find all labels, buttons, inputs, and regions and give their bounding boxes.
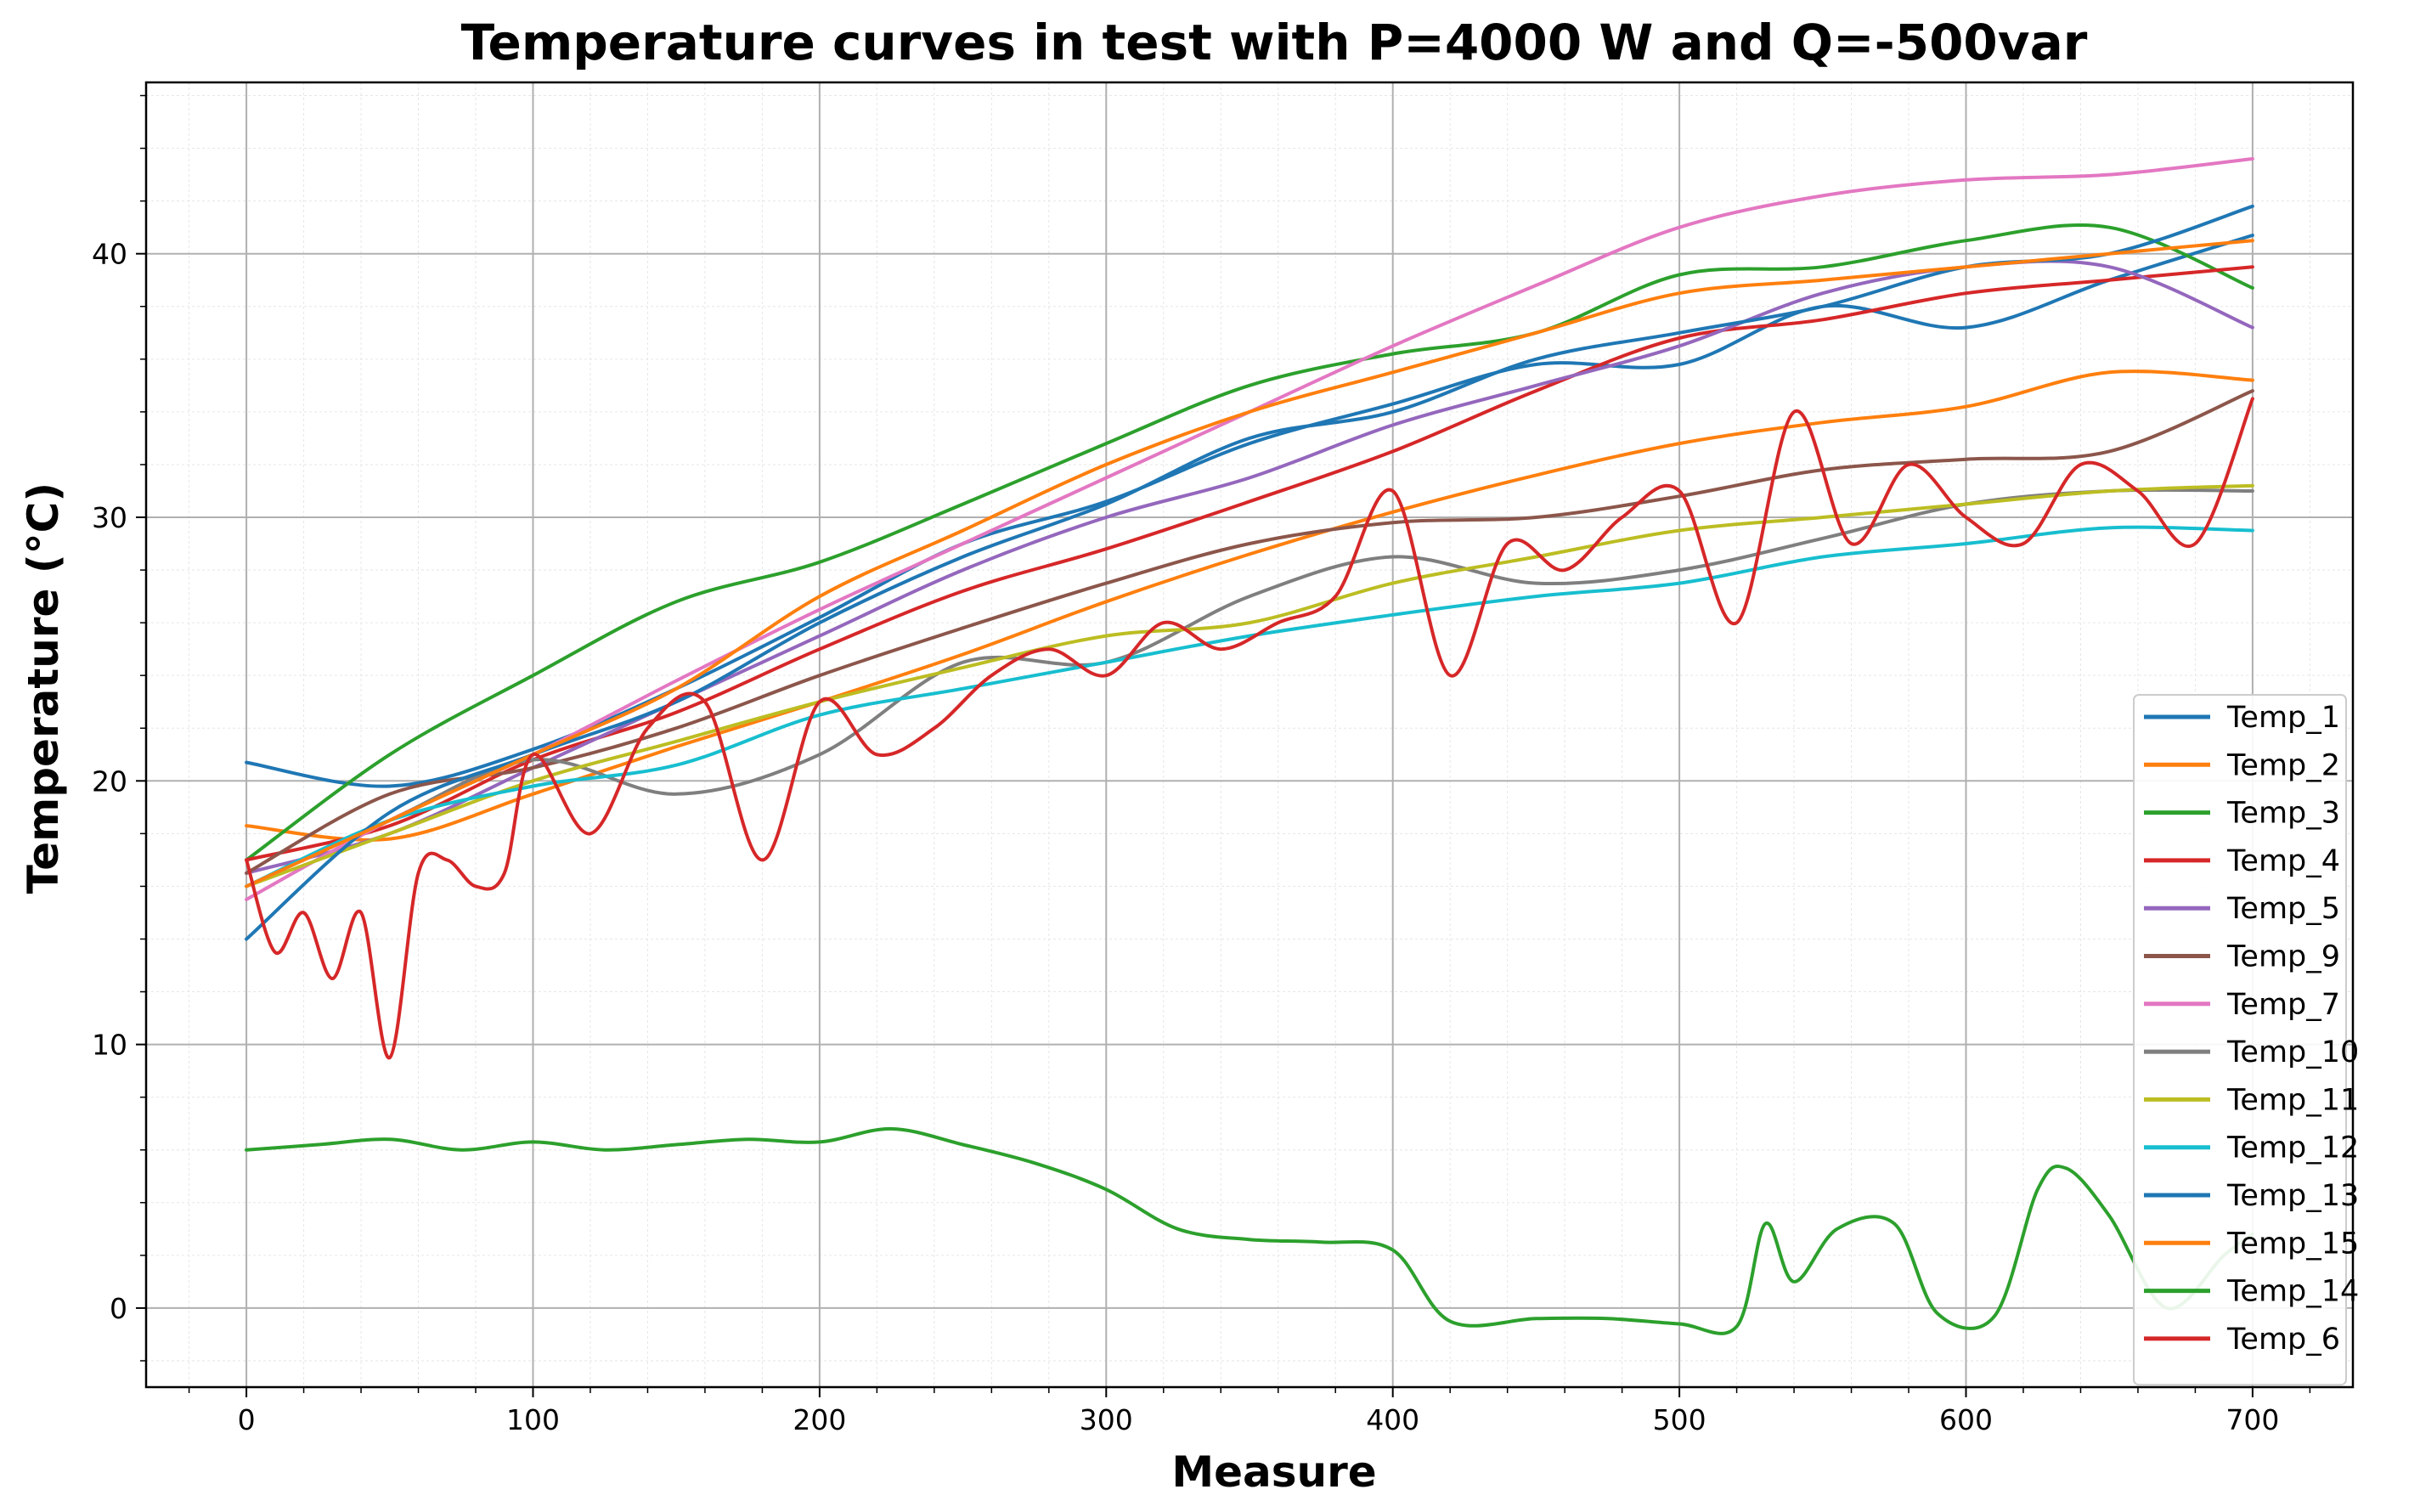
series-line-temp-1 <box>245 234 2254 788</box>
legend-label-temp-3: Temp_3 <box>2226 797 2340 831</box>
y-axis-label: Temperature (°C) <box>19 482 68 894</box>
x-axis-label: Measure <box>1171 1447 1376 1497</box>
legend-label-temp-6: Temp_6 <box>2226 1323 2340 1357</box>
series-line-temp-9 <box>245 389 2254 875</box>
x-tick-label: 700 <box>2225 1403 2279 1436</box>
legend-label-temp-5: Temp_5 <box>2226 892 2340 926</box>
legend-label-temp-2: Temp_2 <box>2226 748 2340 782</box>
y-tick-label: 20 <box>92 764 127 798</box>
y-tick-label: 10 <box>92 1029 127 1062</box>
x-tick-label: 300 <box>1080 1403 1133 1436</box>
legend-label-temp-9: Temp_9 <box>2226 940 2340 974</box>
legend-label-temp-12: Temp_12 <box>2226 1131 2359 1165</box>
legend-label-temp-10: Temp_10 <box>2226 1035 2359 1069</box>
series-line-temp-4 <box>245 265 2254 862</box>
x-tick-label: 100 <box>506 1403 560 1436</box>
legend: Temp_1 Temp_2 Temp_3 Temp_4 Temp_5 Temp_9 Temp… <box>2133 694 2359 1386</box>
legend-label-temp-1: Temp_1 <box>2226 701 2340 735</box>
plot-frame <box>144 81 2355 1389</box>
tick-labels: 0 100 200 300 400 500 600 700 0 10 20 30 40 <box>92 238 2279 1436</box>
series-line-temp-12 <box>245 525 2254 889</box>
series-line-temp-10 <box>245 488 2254 889</box>
legend-box <box>2133 694 2347 1386</box>
legend-label-temp-15: Temp_15 <box>2226 1227 2359 1261</box>
y-tick-label: 40 <box>92 238 127 271</box>
major-grid <box>146 82 2353 1387</box>
tick-marks <box>136 94 2311 1397</box>
legend-label-temp-14: Temp_14 <box>2226 1275 2359 1309</box>
series-line-temp-15 <box>245 239 2254 889</box>
x-tick-label: 200 <box>793 1403 846 1436</box>
legend-label-temp-4: Temp_4 <box>2226 844 2340 878</box>
x-tick-label: 600 <box>1939 1403 1993 1436</box>
series-layer <box>245 157 2254 1335</box>
x-tick-label: 0 <box>238 1403 256 1436</box>
legend-label-temp-13: Temp_13 <box>2226 1179 2359 1213</box>
legend-label-temp-11: Temp_11 <box>2226 1083 2359 1117</box>
series-line-temp-13 <box>245 204 2254 941</box>
series-line-temp-6 <box>245 397 2254 1060</box>
series-line-temp-3 <box>245 223 2254 862</box>
chart-title: Temperature curves in test with P=4000 W… <box>461 14 2088 71</box>
y-tick-label: 30 <box>92 501 127 534</box>
y-tick-label: 0 <box>110 1292 127 1325</box>
series-line-temp-14 <box>245 1126 2254 1335</box>
minor-grid <box>146 82 2353 1387</box>
x-tick-label: 400 <box>1366 1403 1419 1436</box>
series-line-temp-11 <box>245 483 2254 889</box>
legend-label-temp-7: Temp_7 <box>2226 988 2340 1022</box>
x-tick-label: 500 <box>1653 1403 1706 1436</box>
